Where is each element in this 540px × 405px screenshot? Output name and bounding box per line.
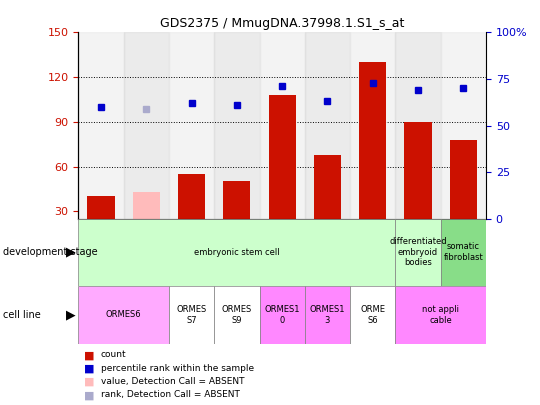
Bar — [450, 140, 477, 219]
Bar — [395, 219, 441, 286]
Bar — [169, 286, 214, 344]
Bar — [260, 32, 305, 219]
Bar — [223, 181, 251, 219]
Text: development stage: development stage — [3, 247, 97, 257]
Text: cell line: cell line — [3, 310, 40, 320]
Text: ■: ■ — [84, 377, 94, 387]
Text: percentile rank within the sample: percentile rank within the sample — [101, 364, 254, 373]
Bar — [214, 286, 260, 344]
Text: ■: ■ — [84, 390, 94, 401]
Bar — [124, 32, 169, 219]
Text: ▶: ▶ — [66, 308, 76, 322]
Text: differentiated
embryoid
bodies: differentiated embryoid bodies — [389, 237, 447, 267]
Bar — [268, 95, 296, 219]
Text: ORMES6: ORMES6 — [106, 310, 141, 320]
Text: ORMES
S9: ORMES S9 — [222, 305, 252, 324]
Bar — [305, 286, 350, 344]
Bar — [305, 32, 350, 219]
Text: somatic
fibroblast: somatic fibroblast — [443, 243, 483, 262]
Text: value, Detection Call = ABSENT: value, Detection Call = ABSENT — [101, 377, 245, 386]
Bar — [441, 219, 486, 286]
Text: not appli
cable: not appli cable — [422, 305, 459, 324]
Text: count: count — [101, 350, 126, 359]
Bar — [359, 62, 386, 219]
Bar — [87, 196, 114, 219]
Bar — [78, 286, 169, 344]
Bar — [395, 32, 441, 219]
Bar — [214, 32, 260, 219]
Text: ORMES
S7: ORMES S7 — [177, 305, 207, 324]
Bar — [169, 32, 214, 219]
Bar — [133, 192, 160, 219]
Bar — [350, 286, 395, 344]
Bar — [404, 122, 431, 219]
Text: ORMES1
0: ORMES1 0 — [265, 305, 300, 324]
Bar — [78, 219, 395, 286]
Text: rank, Detection Call = ABSENT: rank, Detection Call = ABSENT — [101, 390, 240, 399]
Title: GDS2375 / MmugDNA.37998.1.S1_s_at: GDS2375 / MmugDNA.37998.1.S1_s_at — [160, 17, 404, 30]
Bar — [178, 174, 205, 219]
Bar — [395, 286, 486, 344]
Text: ▶: ▶ — [66, 245, 76, 259]
Text: ■: ■ — [84, 350, 94, 360]
Bar — [350, 32, 395, 219]
Bar — [314, 155, 341, 219]
Text: ■: ■ — [84, 364, 94, 374]
Bar — [260, 286, 305, 344]
Text: ORME
S6: ORME S6 — [360, 305, 385, 324]
Bar — [441, 32, 486, 219]
Text: ORMES1
3: ORMES1 3 — [310, 305, 345, 324]
Text: embryonic stem cell: embryonic stem cell — [194, 247, 280, 257]
Bar — [78, 32, 124, 219]
